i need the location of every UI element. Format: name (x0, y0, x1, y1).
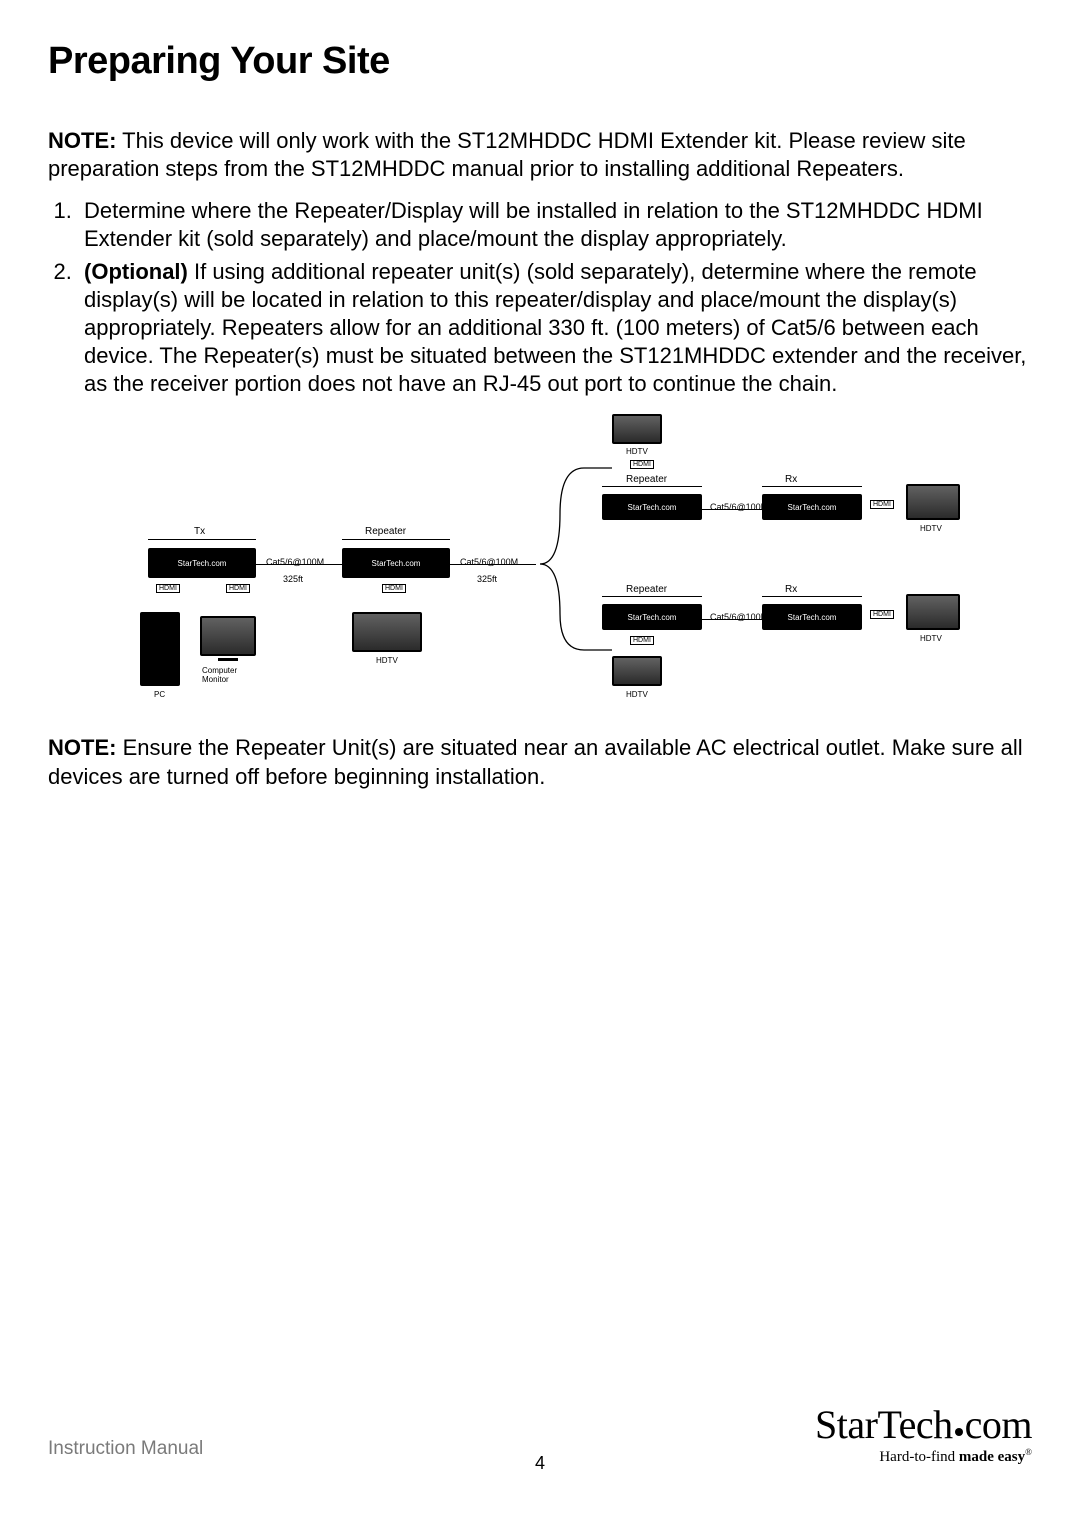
label-cat: Cat5/6@100M (460, 557, 518, 567)
note-label: NOTE: (48, 735, 116, 760)
page-number: 4 (0, 1453, 1080, 1474)
label-pc: PC (154, 690, 165, 699)
label-repeater: Repeater (626, 584, 667, 595)
step-1: Determine where the Repeater/Display wil… (78, 197, 1032, 253)
port-hdmi: HDMI (870, 610, 894, 619)
topology-diagram: Tx StarTech.com HDMI HDMI Cat5/6@100M 32… (48, 414, 1032, 714)
device-repeater: StarTech.com (602, 604, 702, 630)
port-hdmi: HDMI (156, 584, 180, 593)
steps-list: Determine where the Repeater/Display wil… (48, 197, 1032, 398)
step-2: (Optional) If using additional repeater … (78, 258, 1032, 399)
label-hdtv: HDTV (920, 524, 942, 533)
note-label: NOTE: (48, 128, 116, 153)
label-cat: Cat5/6@100M (710, 502, 768, 512)
port-hdmi: HDMI (870, 500, 894, 509)
pc-icon (140, 612, 180, 686)
label-ft: 325ft (283, 574, 303, 584)
label-hdtv: HDTV (626, 447, 648, 456)
port-hdmi: HDMI (630, 636, 654, 645)
label-hdtv: HDTV (376, 656, 398, 665)
hdtv-icon (906, 594, 960, 630)
note2-text: Ensure the Repeater Unit(s) are situated… (48, 735, 1023, 788)
label-monitor: Computer Monitor (202, 666, 237, 684)
port-hdmi: HDMI (630, 460, 654, 469)
brand-wordmark: StarTechcom (815, 1405, 1032, 1445)
label-hdtv: HDTV (920, 634, 942, 643)
label-rx: Rx (785, 474, 797, 485)
hdtv-icon (612, 656, 662, 686)
label-tx: Tx (194, 526, 205, 537)
device-repeater: StarTech.com (602, 494, 702, 520)
label-repeater: Repeater (626, 474, 667, 485)
label-rx: Rx (785, 584, 797, 595)
device-repeater: StarTech.com (342, 548, 450, 578)
label-ft: 325ft (477, 574, 497, 584)
intro-text: This device will only work with the ST12… (48, 128, 966, 181)
hdtv-icon (906, 484, 960, 520)
hdtv-icon (352, 612, 422, 652)
device-rx: StarTech.com (762, 604, 862, 630)
label-hdtv: HDTV (626, 690, 648, 699)
device-tx: StarTech.com (148, 548, 256, 578)
monitor-icon (200, 616, 256, 656)
brand-dot-icon (955, 1428, 963, 1436)
label-cat: Cat5/6@100M (266, 557, 324, 567)
note-2: NOTE: Ensure the Repeater Unit(s) are si… (48, 734, 1032, 790)
label-cat: Cat5/6@100M (710, 612, 768, 622)
port-hdmi: HDMI (226, 584, 250, 593)
device-rx: StarTech.com (762, 494, 862, 520)
page-heading: Preparing Your Site (48, 40, 1032, 83)
intro-note: NOTE: This device will only work with th… (48, 127, 1032, 183)
label-repeater: Repeater (365, 526, 406, 537)
hdtv-icon (612, 414, 662, 444)
port-hdmi: HDMI (382, 584, 406, 593)
